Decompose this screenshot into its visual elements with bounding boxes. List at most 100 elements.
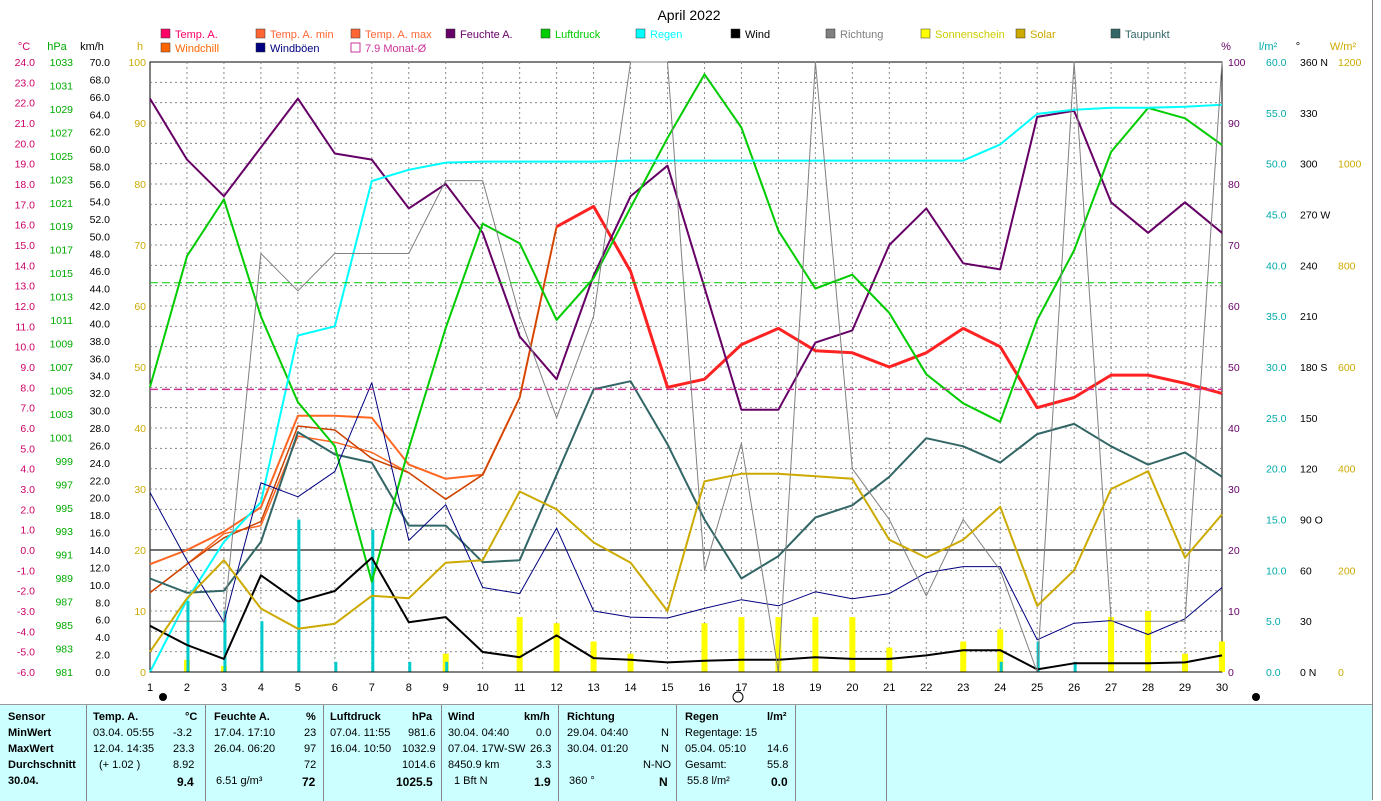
stats-temp: Temp. A. °C 03.04. 05:55 -3.2 12.04. 14:… xyxy=(87,705,206,801)
durchschnitt-label: Durchschnitt xyxy=(8,759,76,771)
tick-temp: 8.0 xyxy=(20,382,35,394)
stats-dir: Richtung 29.04. 04:40 N 30.04. 01:20 N N… xyxy=(559,705,677,801)
tick-sun: 70 xyxy=(134,240,146,252)
x-tick-label: 11 xyxy=(514,682,525,694)
tick-solar: 400 xyxy=(1338,464,1356,476)
tick-temp: -6.0 xyxy=(17,667,35,679)
tick-wind: 28.0 xyxy=(90,423,111,435)
tick-rain: 25.0 xyxy=(1266,413,1287,425)
legend-label-1: Temp. A. min xyxy=(270,29,334,41)
x-tick-label: 15 xyxy=(661,682,673,694)
tick-humid: 80 xyxy=(1228,179,1240,191)
minwert-label: MinWert xyxy=(8,727,52,739)
bar-regen-t-glich xyxy=(999,661,1003,672)
tick-wind: 68.0 xyxy=(90,74,111,86)
wind-bft: 1 Bft N xyxy=(454,775,488,787)
tick-wind: 20.0 xyxy=(90,493,111,505)
tick-sun: 60 xyxy=(134,301,146,313)
bar-sonnenschein xyxy=(738,617,745,672)
x-tick-label: 28 xyxy=(1142,682,1154,694)
tick-wind: 24.0 xyxy=(90,458,111,470)
legend-label-4: Luftdruck xyxy=(555,29,601,41)
bar-regen-t-glich xyxy=(223,611,227,672)
new-moon-icon xyxy=(159,693,167,701)
tick-press: 1011 xyxy=(50,315,73,327)
tick-wind: 18.0 xyxy=(90,510,111,522)
tick-press: 995 xyxy=(55,503,73,515)
x-tick-label: 27 xyxy=(1105,682,1117,694)
tick-wind: 10.0 xyxy=(90,580,111,592)
tick-humid: 100 xyxy=(1228,57,1246,69)
humid-absolute: 6.51 g/m³ xyxy=(216,775,263,787)
tick-temp: -2.0 xyxy=(17,586,35,598)
tick-rain: 60.0 xyxy=(1266,57,1287,69)
tick-press: 1003 xyxy=(50,409,74,421)
bar-sonnenschein xyxy=(701,623,708,672)
tick-wind: 12.0 xyxy=(90,562,111,574)
bar-sonnenschein xyxy=(1219,641,1225,672)
wind-max-value: 26.3 xyxy=(530,743,552,755)
tick-sun: 10 xyxy=(134,606,146,618)
wind-unit: km/h xyxy=(524,711,550,723)
tick-wind: 42.0 xyxy=(90,301,111,313)
tick-solar: 1200 xyxy=(1338,57,1362,69)
tick-wind: 46.0 xyxy=(90,266,111,278)
legend-swatch xyxy=(1110,28,1121,39)
bar-regen-t-glich xyxy=(334,661,338,672)
temp-current: 9.4 xyxy=(177,775,194,789)
tick-press: 1029 xyxy=(50,104,74,116)
dir-degrees: 360 ° xyxy=(569,775,595,787)
bar-regen-t-glich xyxy=(1073,661,1077,672)
x-tick-label: 12 xyxy=(550,682,562,694)
x-tick-label: 3 xyxy=(221,682,227,694)
tick-temp: 10.0 xyxy=(15,342,36,354)
tick-wind: 6.0 xyxy=(95,615,110,627)
press-unit: hPa xyxy=(412,711,433,723)
x-tick-label: 18 xyxy=(772,682,784,694)
series-wind xyxy=(149,556,1223,671)
rain-total-label: Gesamt: xyxy=(685,759,727,771)
series-windb-en xyxy=(149,382,1223,641)
tick-wind: 2.0 xyxy=(95,650,110,662)
tick-dir: 240 xyxy=(1300,260,1318,272)
rain-header: Regen xyxy=(685,711,719,723)
bar-sonnenschein xyxy=(516,617,523,672)
tick-dir: 90 O xyxy=(1300,515,1323,527)
tick-solar: 0 xyxy=(1338,667,1344,679)
tick-temp: -1.0 xyxy=(17,565,35,577)
tick-press: 1027 xyxy=(50,127,74,139)
tick-wind: 26.0 xyxy=(90,440,111,452)
legend-swatch xyxy=(540,28,551,39)
legend-swatch xyxy=(730,28,741,39)
x-tick-label: 17 xyxy=(735,682,747,694)
tick-press: 981 xyxy=(55,667,73,679)
tick-wind: 14.0 xyxy=(90,545,111,557)
tick-press: 1019 xyxy=(50,221,74,233)
series-taupunkt xyxy=(149,380,1223,594)
tick-wind: 40.0 xyxy=(90,318,111,330)
tick-temp: 17.0 xyxy=(15,199,36,211)
stats-empty xyxy=(796,705,887,801)
x-tick-label: 1 xyxy=(147,682,153,694)
legend-swatch xyxy=(825,28,836,39)
tick-dir: 300 xyxy=(1300,159,1318,171)
tick-rain: 45.0 xyxy=(1266,210,1287,222)
tick-press: 1021 xyxy=(50,198,74,210)
tick-rain: 40.0 xyxy=(1266,260,1287,272)
wind-avg-value: 3.3 xyxy=(536,759,552,771)
x-tick-label: 16 xyxy=(698,682,710,694)
bar-regen-t-glich xyxy=(297,519,301,672)
tick-dir: 150 xyxy=(1300,413,1318,425)
legend-label-9: Solar xyxy=(1030,29,1056,41)
temp-avg-note: (+ 1.02 ) xyxy=(99,759,141,771)
tick-press: 1005 xyxy=(50,385,74,397)
full-moon-icon xyxy=(732,691,744,703)
temp-min-time: 03.04. 05:55 xyxy=(93,727,155,739)
dir-min-value: N xyxy=(661,727,669,739)
series-luftdruck xyxy=(149,73,1223,583)
legend-label-13: 7.9 Monat-Ø xyxy=(365,43,427,55)
axis-unit-sun: h xyxy=(137,41,143,53)
temp-avg-value: 8.92 xyxy=(173,759,195,771)
tick-temp: 18.0 xyxy=(15,179,36,191)
tick-wind: 48.0 xyxy=(90,249,111,261)
